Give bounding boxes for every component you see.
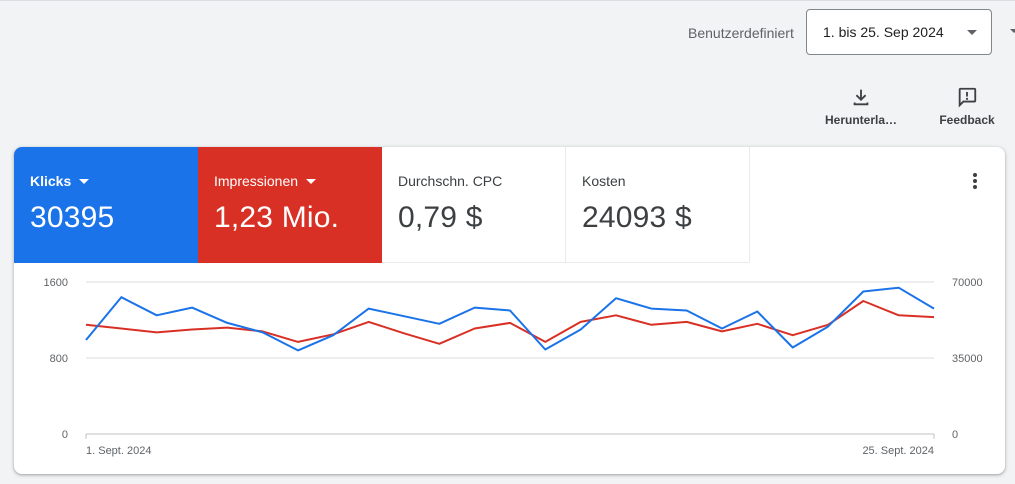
metric-tile-cost[interactable]: Kosten 24093 $: [566, 147, 750, 263]
chevron-down-icon: [306, 178, 317, 184]
feedback-button[interactable]: Feedback: [934, 86, 1000, 127]
dropdown-arrow-icon: [967, 30, 977, 35]
y-tick-label-right: 0: [952, 429, 958, 441]
metric-tile-clicks[interactable]: Klicks 30395: [14, 147, 198, 263]
chevron-down-icon[interactable]: [1010, 29, 1015, 33]
date-range-select[interactable]: 1. bis 25. Sep 2024: [806, 9, 992, 55]
download-icon: [853, 89, 869, 106]
metric-value-cost: 24093 $: [582, 201, 692, 234]
more-options-icon[interactable]: [966, 173, 984, 193]
y-tick-label-right: 35000: [952, 353, 983, 365]
x-tick-label-start: 1. Sept. 2024: [86, 445, 151, 457]
download-button[interactable]: Herunterla…: [822, 86, 900, 127]
performance-chart: 0 800 1600 0 35000 70000 1. Sept. 2024 25. Sept…: [44, 277, 983, 457]
feedback-icon: [958, 87, 977, 108]
series-line-impressionen: [85, 300, 935, 345]
top-divider: [0, 0, 1015, 1]
y-tick-label-left: 800: [50, 353, 68, 365]
chevron-down-icon: [79, 178, 90, 184]
x-tick-label-end: 25. Sept. 2024: [862, 445, 934, 457]
metric-label-row: Klicks: [30, 173, 198, 189]
performance-card: Klicks 30395 Impressionen 1,23 Mio. Durc…: [14, 147, 1005, 474]
y-tick-label-right: 70000: [952, 277, 983, 289]
metric-label-clicks: Klicks: [30, 173, 72, 189]
download-label: Herunterla…: [824, 113, 898, 127]
date-range-label: Benutzerdefiniert: [688, 25, 794, 41]
metric-value-avg-cpc: 0,79 $: [398, 201, 483, 234]
date-range-value: 1. bis 25. Sep 2024: [823, 24, 944, 40]
metric-label-avg-cpc: Durchschn. CPC: [398, 173, 503, 189]
feedback-label: Feedback: [939, 113, 995, 127]
metric-label-impressions: Impressionen: [214, 173, 299, 189]
metric-label-cost: Kosten: [582, 173, 626, 189]
y-tick-label-left: 1600: [44, 277, 68, 289]
metric-tile-avg-cpc[interactable]: Durchschn. CPC 0,79 $: [382, 147, 566, 263]
metric-label-row: Impressionen: [214, 173, 382, 189]
metric-tile-impressions[interactable]: Impressionen 1,23 Mio.: [198, 147, 382, 263]
series-line-klicks: [85, 286, 935, 352]
metric-value-impressions: 1,23 Mio.: [214, 201, 340, 234]
y-tick-label-left: 0: [62, 429, 68, 441]
metric-value-clicks: 30395: [30, 201, 115, 234]
